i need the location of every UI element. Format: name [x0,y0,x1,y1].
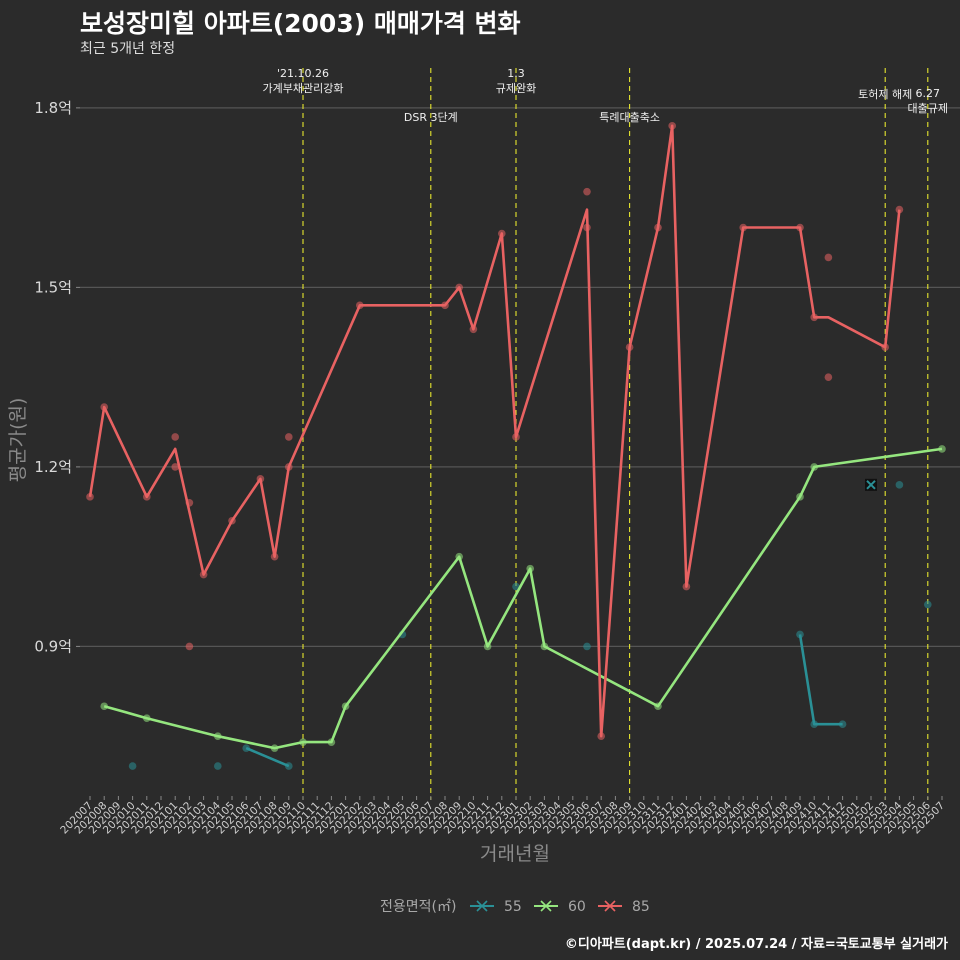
series-55-point [895,481,904,489]
legend-label-60: 60 [568,899,586,915]
event-label: 규제완화 [496,82,536,95]
legend-title: 전용면적(㎡) [380,899,456,915]
y-tick-label: 1.5억 [34,278,72,296]
y-tick-label: 1.8억 [34,99,72,117]
event-label: 특례대출축소 [599,111,660,124]
series-85-point [171,463,179,471]
chart-title: 보성장미힐 아파트(2003) 매매가격 변화 [80,9,521,38]
series-55-point [583,642,591,651]
series-layer [86,122,946,770]
event-label: DSR 3단계 [404,111,458,124]
series-60-line [103,447,943,750]
axis-layer: 0.9억1.2억1.5억1.8억202007202008202009202010… [34,99,947,837]
series-85-line [88,124,901,738]
series-55-line [798,634,843,726]
y-tick-label: 1.2억 [34,458,72,476]
event-label: '21.10.26 [277,67,329,80]
series-85-point [895,205,904,214]
legend-swatch-cross [604,900,616,912]
series-85-point [185,642,194,651]
series-55-point [214,762,222,770]
series-55-point [128,762,137,770]
legend-swatch-cross [540,900,552,912]
x-axis-title: 거래년월 [480,843,550,865]
series-55-point [924,600,932,609]
series-55-line [245,746,290,768]
event-label: 가계부채관리강화 [263,82,344,95]
y-tick-label: 0.9억 [34,637,72,655]
series-85-point [171,433,179,441]
series-85-point [86,493,94,501]
legend-swatch-cross [476,900,488,912]
event-label: 1.3 [507,67,525,80]
source-caption: ©디아파트(dapt.kr) / 2025.07.24 / 자료=국토교통부 실… [564,937,948,952]
legend: 전용면적(㎡) 55 60 85 [380,899,650,915]
series-55-marker [866,480,876,490]
legend-label-85: 85 [632,899,650,915]
series-85-point [583,187,591,196]
event-label: 6.27 [916,87,941,100]
y-axis-title: 평균가(원) [7,398,29,483]
event-label: 토허제 해제 [858,87,912,101]
series-85-point [824,373,833,381]
chart-subtitle: 최근 5개년 한정 [80,41,176,57]
event-label: 대출규제 [908,102,948,115]
series-85-point [285,433,293,441]
legend-label-55: 55 [504,899,522,915]
series-85-point [824,253,833,262]
